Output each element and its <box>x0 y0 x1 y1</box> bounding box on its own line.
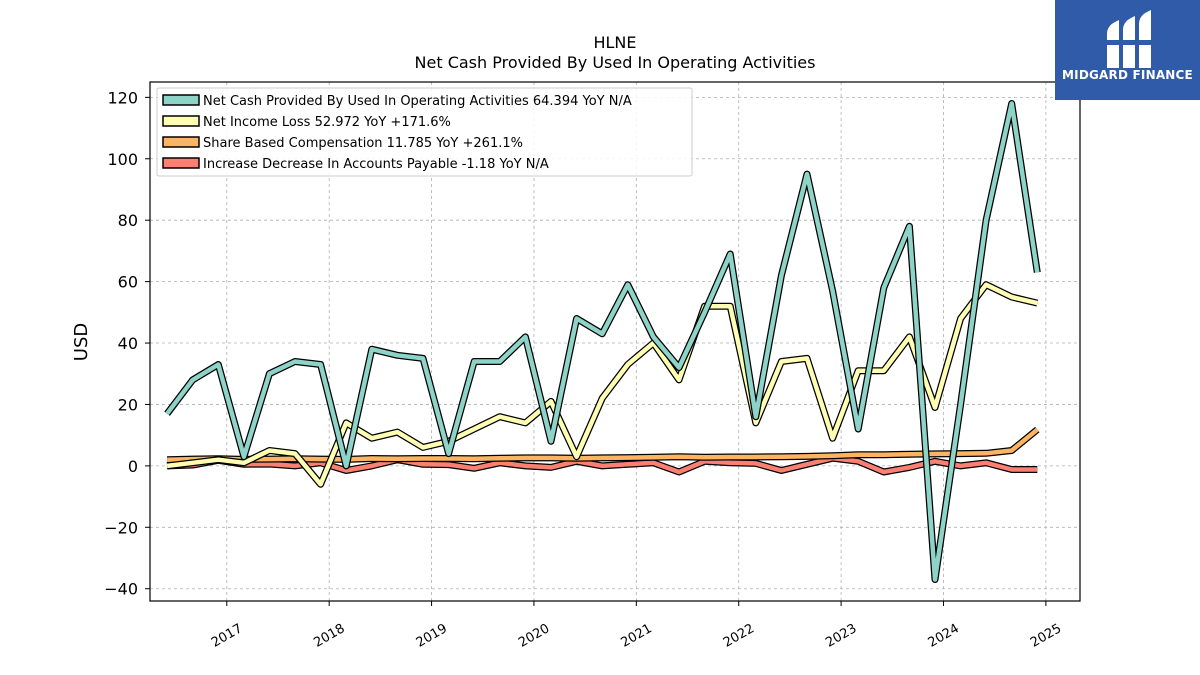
series-0 <box>164 100 1041 583</box>
chart-subtitle: Net Cash Provided By Used In Operating A… <box>415 53 816 72</box>
x-tick-label: 2022 <box>721 621 757 651</box>
series-3 <box>166 454 1038 476</box>
x-tick-label: 2018 <box>311 621 347 651</box>
plot-frame <box>149 81 1081 602</box>
x-tick-label: 2023 <box>823 621 859 651</box>
y-tick-label: 60 <box>118 273 138 292</box>
legend-swatch <box>162 115 200 127</box>
series-2 <box>167 426 1040 464</box>
chart-title: HLNE <box>593 33 636 52</box>
legend-swatch <box>162 136 200 148</box>
brand-logo-icon <box>1103 10 1153 68</box>
y-tick-label: 100 <box>107 150 138 169</box>
x-tick-label: 2017 <box>209 621 245 651</box>
y-tick-label: 20 <box>118 395 138 414</box>
brand-logo: MIDGARD FINANCE <box>1055 0 1200 100</box>
series-lines <box>164 100 1041 583</box>
legend-entry: Net Cash Provided By Used In Operating A… <box>203 94 632 109</box>
series-1 <box>166 281 1039 488</box>
brand-name: MIDGARD FINANCE <box>1062 68 1193 82</box>
series-line <box>167 455 1038 475</box>
series-line <box>167 427 1039 462</box>
legend-swatch <box>162 94 200 106</box>
x-tick-label: 2020 <box>516 621 552 651</box>
y-tick-label: 80 <box>118 211 138 230</box>
x-tick-label: 2024 <box>926 621 962 651</box>
x-tick-label: 2025 <box>1028 621 1064 651</box>
legend-entry: Net Income Loss 52.972 YoY +171.6% <box>203 115 451 130</box>
legend-entry: Increase Decrease In Accounts Payable -1… <box>203 157 549 172</box>
series-line <box>165 101 1040 582</box>
y-tick-label: 40 <box>118 334 138 353</box>
y-axis-ticks: −40 −20 0 20 40 60 80 100 120 <box>104 88 150 599</box>
x-axis-ticks: 2017 2018 2019 2020 2021 2022 2023 2024 2025 <box>209 601 1064 651</box>
legend-swatch <box>162 157 200 169</box>
y-tick-label: 120 <box>107 88 138 107</box>
x-tick-label: 2019 <box>414 621 450 651</box>
y-tick-label: 0 <box>128 457 138 476</box>
legend-box <box>156 87 693 177</box>
y-tick-label: −40 <box>104 580 138 599</box>
legend: Net Cash Provided By Used In Operating A… <box>156 87 693 177</box>
legend-entry: Share Based Compensation 11.785 YoY +261… <box>203 136 523 151</box>
x-tick-label: 2021 <box>619 621 655 651</box>
series-line <box>166 282 1038 487</box>
y-axis-label: USD <box>71 323 92 361</box>
y-tick-label: −20 <box>104 518 138 537</box>
